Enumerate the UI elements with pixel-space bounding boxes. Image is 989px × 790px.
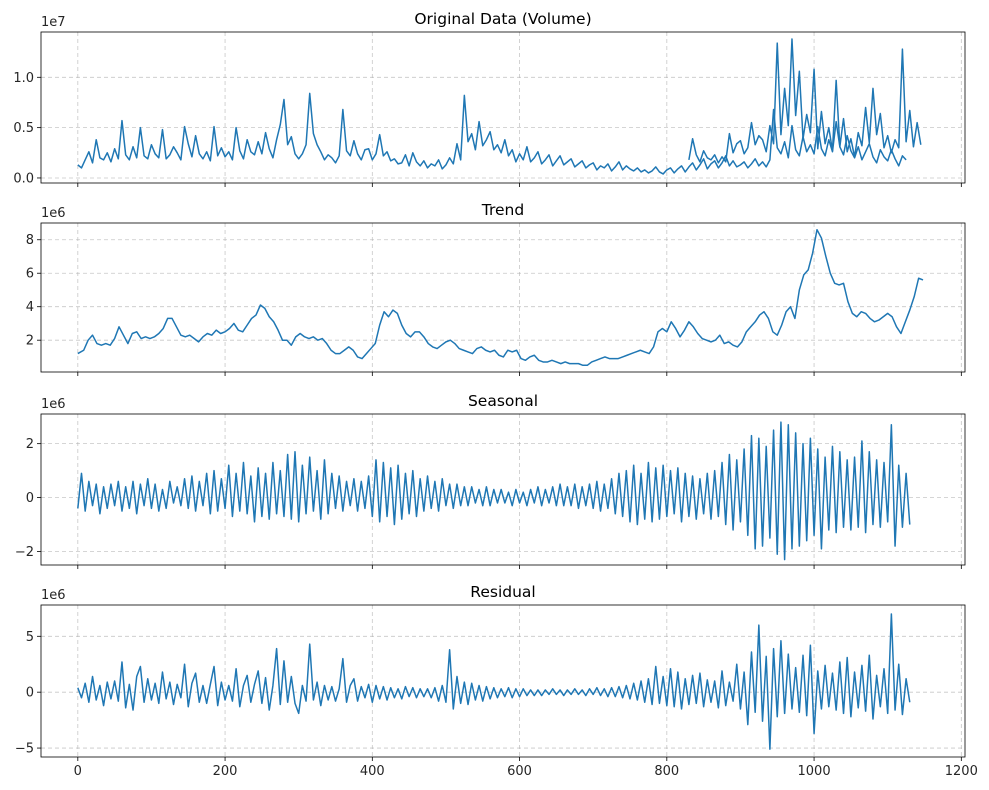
seasonal-panel: −2 0 2 Seasonal 1e6 (15, 392, 966, 569)
residual-axes-frame (40, 604, 966, 758)
trend-axes-frame (40, 222, 966, 373)
trend-offset-label: 1e6 (41, 206, 66, 221)
x-tick-label-200: 200 (213, 764, 238, 779)
trend-series-line (77, 228, 924, 367)
original-series-line-2 (688, 38, 922, 164)
x-tick-label-600: 600 (507, 764, 532, 779)
residual-offset-label: 1e6 (41, 588, 66, 603)
panels: 0.0 0.5 1.0 Original Data (Volume) 1e7 2 4 6 8 Tr… (13, 10, 978, 779)
x-tick-label-800: 800 (654, 764, 679, 779)
residual-ytick-label-0: −5 (15, 742, 34, 757)
x-tick-label-400: 400 (360, 764, 385, 779)
residual-ytick-label-1: 0 (26, 686, 34, 701)
original-title: Original Data (Volume) (414, 10, 591, 28)
trend-ytick-label-2: 6 (26, 267, 34, 282)
original-ytick-label-2: 1.0 (13, 71, 34, 86)
original-panel: 0.0 0.5 1.0 Original Data (Volume) 1e7 (13, 10, 966, 187)
trend-panel: 2 4 6 8 Trend 1e6 (26, 201, 966, 376)
original-axes-frame (40, 31, 966, 184)
trend-ytick-label-1: 4 (26, 300, 34, 315)
seasonal-axes-frame (40, 413, 966, 566)
seasonal-ytick-label-1: 0 (26, 491, 34, 506)
trend-ytick-label-0: 2 (26, 334, 34, 349)
seasonal-ytick-label-2: 2 (26, 437, 34, 452)
seasonal-series-line (77, 421, 911, 561)
trend-title: Trend (481, 201, 524, 219)
residual-series-line (77, 613, 911, 750)
residual-panel: −5 0 5 Residual 1e6 0 200 400 600 800 1000 1200 (15, 583, 978, 779)
x-tick-label-1000: 1000 (798, 764, 831, 779)
residual-title: Residual (470, 583, 535, 601)
x-tick-label-0: 0 (74, 764, 82, 779)
residual-ytick-label-2: 5 (26, 630, 34, 645)
seasonal-title: Seasonal (468, 392, 538, 410)
original-series-line (77, 92, 907, 175)
original-ytick-label-0: 0.0 (13, 171, 34, 186)
original-ytick-label-1: 0.5 (13, 121, 34, 136)
seasonal-offset-label: 1e6 (41, 397, 66, 412)
trend-ytick-label-3: 8 (26, 233, 34, 248)
original-offset-label: 1e7 (41, 15, 66, 30)
seasonal-ytick-label-0: −2 (15, 545, 34, 560)
x-tick-label-1200: 1200 (945, 764, 978, 779)
